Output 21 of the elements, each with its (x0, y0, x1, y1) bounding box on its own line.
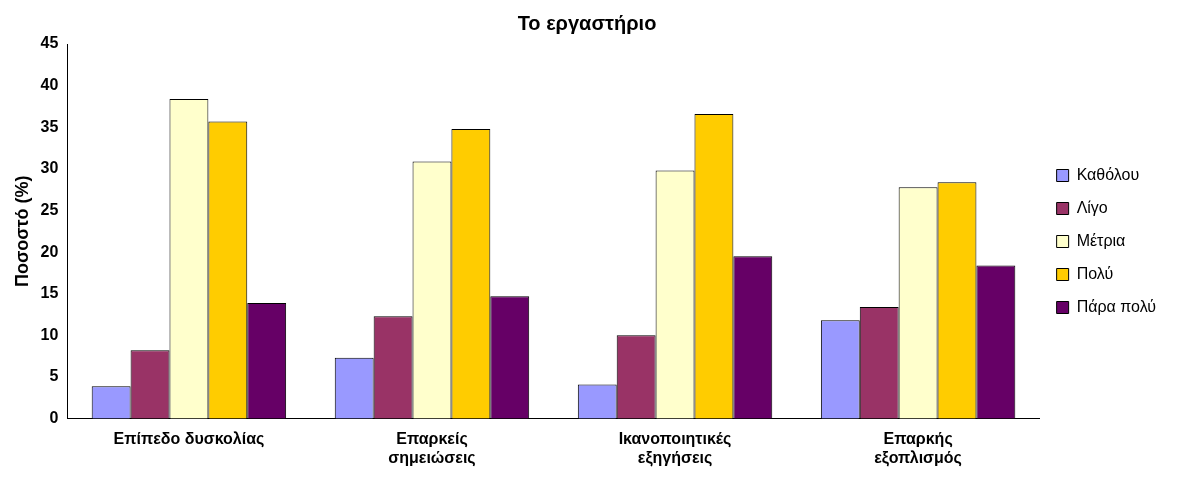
x-tick-label: Επαρκείς σημειώσεις (388, 429, 476, 467)
y-tick-label: 35 (40, 117, 59, 135)
legend-label: Πάρα πολύ (1076, 297, 1156, 315)
legend-label: Λίγο (1076, 198, 1108, 216)
x-tick-label: Επαρκής εξοπλισμός (874, 429, 962, 467)
y-tick-label: 25 (40, 200, 59, 218)
y-tick-label: 20 (40, 242, 59, 260)
x-tick-label: Ικανοποιητικές εξηγήσεις (618, 429, 732, 467)
y-axis-title: Ποσοστό (%) (11, 175, 32, 288)
y-tick-label: 40 (40, 76, 59, 94)
y-tick-label: 45 (40, 34, 59, 52)
y-tick-label: 30 (40, 159, 59, 177)
y-tick-label: 10 (40, 325, 59, 343)
legend-label: Μέτρια (1076, 231, 1126, 249)
x-tick-label: Επίπεδο δυσκολίας (113, 429, 265, 448)
legend-label: Πολύ (1076, 264, 1114, 282)
chart-title: Το εργαστήριο (517, 11, 657, 34)
legend-label: Καθόλου (1076, 165, 1140, 183)
y-tick-label: 0 (49, 409, 59, 427)
y-tick-label: 15 (40, 284, 59, 302)
y-tick-label: 5 (49, 367, 59, 385)
